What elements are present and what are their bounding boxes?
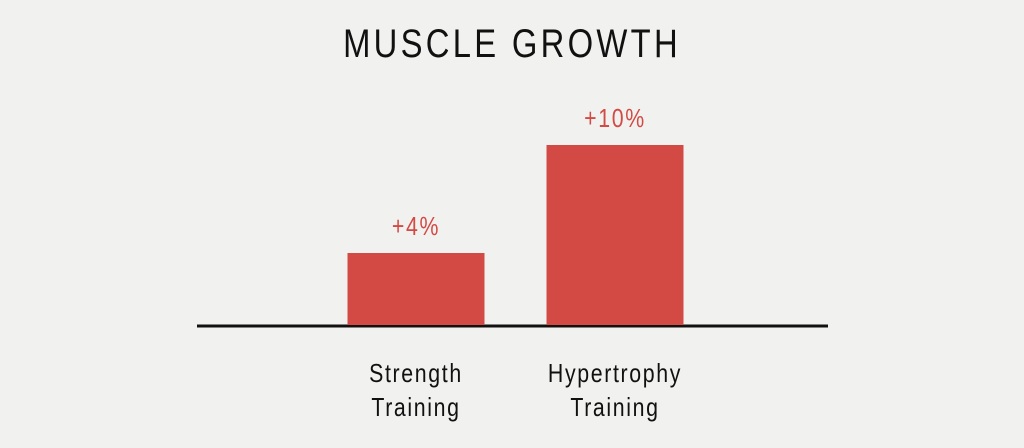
bar — [347, 253, 485, 325]
value-label: +4% — [391, 211, 441, 241]
chart-title: MUSCLE GROWTH — [343, 22, 681, 66]
x-tick-label: Hypertrophy Training — [547, 358, 683, 422]
value-label: +10% — [584, 103, 646, 133]
bar — [546, 145, 684, 325]
x-tick-label: Strength Training — [369, 358, 463, 422]
